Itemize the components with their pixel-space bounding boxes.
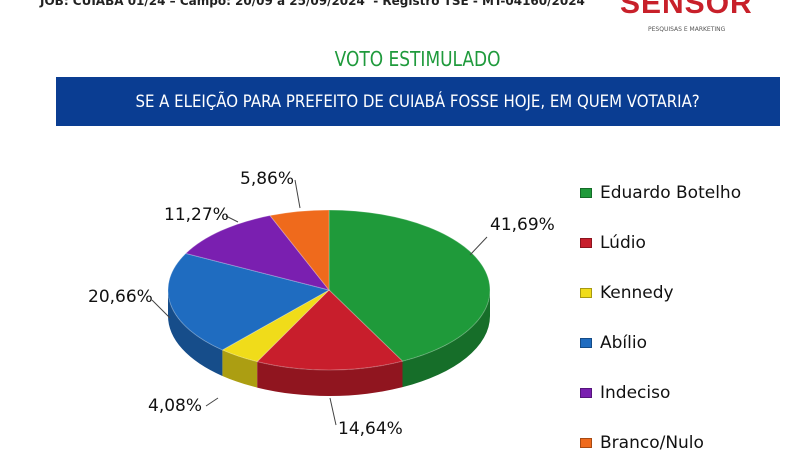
legend-item-indeciso: Indeciso — [580, 368, 741, 418]
legend-swatch — [580, 438, 592, 448]
legend: Eduardo Botelho Lúdio Kennedy Abílio Ind… — [580, 168, 741, 468]
pie-slice-branco-nulo — [269, 209, 330, 292]
pie-side-0 — [402, 290, 490, 388]
logo-subtitle: PESQUISAS E MARKETING — [648, 26, 726, 33]
question-banner: SE A ELEIÇÃO PARA PREFEITO DE CUIABÁ FOS… — [56, 77, 780, 126]
legend-label: Lúdio — [600, 233, 646, 253]
pie-slice-eduardo-botelho — [328, 209, 491, 362]
pie-side-3 — [168, 290, 223, 376]
pie-side-1 — [257, 361, 403, 396]
data-label: 11,27% — [164, 205, 229, 225]
data-label: 14,64% — [338, 419, 403, 439]
legend-item-kennedy: Kennedy — [580, 268, 741, 318]
legend-item-abilio: Abílio — [580, 318, 741, 368]
legend-label: Branco/Nulo — [600, 433, 704, 453]
legend-label: Abílio — [600, 333, 647, 353]
question-text: SE A ELEIÇÃO PARA PREFEITO DE CUIABÁ FOS… — [135, 91, 701, 112]
data-label: 5,86% — [240, 169, 294, 189]
leader-line — [205, 397, 219, 407]
leader-line — [329, 397, 337, 426]
pie-slice-kennedy — [221, 289, 330, 363]
chart-title: VOTO ESTIMULADO — [335, 47, 501, 71]
legend-item-branco-nulo: Branco/Nulo — [580, 418, 741, 468]
pie-slice-indeciso — [184, 215, 331, 291]
legend-item-eduardo-botelho: Eduardo Botelho — [580, 168, 741, 218]
data-label: 4,08% — [148, 396, 202, 416]
leader-line — [469, 236, 488, 256]
legend-swatch — [580, 388, 592, 398]
leader-line — [151, 299, 171, 319]
legend-item-ludio: Lúdio — [580, 218, 741, 268]
legend-swatch — [580, 188, 592, 198]
legend-label: Indeciso — [600, 383, 671, 403]
sensor-logo: SENSOR — [620, 0, 753, 20]
legend-label: Eduardo Botelho — [600, 183, 742, 203]
legend-swatch — [580, 338, 592, 348]
pie-chart: 41,69% 14,64% 4,08% 20,66% 11,27% 5,86% — [88, 169, 555, 439]
job-info: JOB: CUIABA 01/24 – Campo: 20/09 à 25/09… — [40, 0, 585, 8]
data-label: 20,66% — [88, 287, 153, 307]
leader-line — [225, 215, 239, 223]
leader-line — [294, 179, 301, 209]
data-label: 41,69% — [490, 215, 555, 235]
chart-title-box: VOTO ESTIMULADO — [56, 46, 780, 72]
pie-slice-l-dio — [256, 289, 404, 371]
pie-slice-ab-lio — [167, 252, 331, 351]
legend-swatch — [580, 288, 592, 298]
legend-label: Kennedy — [600, 283, 674, 303]
pie-side-2 — [222, 349, 258, 388]
legend-swatch — [580, 238, 592, 248]
